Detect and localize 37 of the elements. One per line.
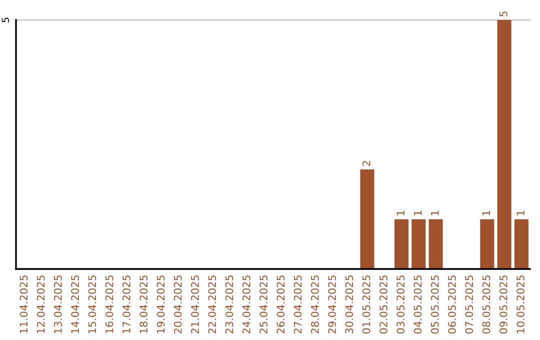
x-tick-label: 07.05.2025 [465,275,474,334]
x-tick-label: 19.04.2025 [156,275,165,334]
data-label: 5 [500,12,508,16]
x-tick-label: 10.05.2025 [516,275,524,334]
x-tick-label: 24.04.2025 [242,275,250,334]
x-tick-label: 14.04.2025 [71,275,79,334]
x-tick-label: 23.04.2025 [225,275,234,334]
x-tick-label: 18.04.2025 [140,275,148,334]
x-tick-label: 16.04.2025 [105,275,114,334]
x-tick-label: 29.04.2025 [328,275,336,334]
data-label: 1 [482,210,490,216]
data-label: 1 [516,210,524,216]
x-tick-label: 13.04.2025 [54,275,62,334]
x-tick-label: 27.04.2025 [294,275,302,334]
x-tick-label: 30.04.2025 [345,275,354,334]
x-tick-label: 06.05.2025 [448,275,456,334]
x-tick-label: 03.05.2025 [396,275,405,334]
x-tick-label: 17.04.2025 [122,275,130,334]
x-tick-label: 25.04.2025 [260,275,268,334]
x-tick-label: 05.05.2025 [430,275,439,334]
data-label: 1 [396,210,404,216]
x-tick-label: 26.04.2025 [276,275,285,334]
x-tick-label: 11.04.2025 [20,275,28,334]
data-label: 2 [362,161,370,166]
x-tick-label: 08.05.2025 [482,275,490,334]
x-tick-label: 15.04.2025 [88,275,96,334]
x-tick-label: 21.04.2025 [191,275,199,334]
x-tick-label: 02.05.2025 [380,275,388,334]
data-label: 1 [414,210,422,216]
x-tick-label: 01.05.2025 [362,275,370,334]
x-tick-label: 04.05.2025 [414,275,422,334]
x-tick-label: 22.04.2025 [208,275,216,334]
x-tick-label: 28.04.2025 [310,275,319,334]
data-label: 1 [431,210,439,216]
x-tick-label: 20.04.2025 [174,275,182,334]
x-tick-label: 12.04.2025 [36,275,45,334]
x-tick-label: 09.05.2025 [499,275,508,334]
